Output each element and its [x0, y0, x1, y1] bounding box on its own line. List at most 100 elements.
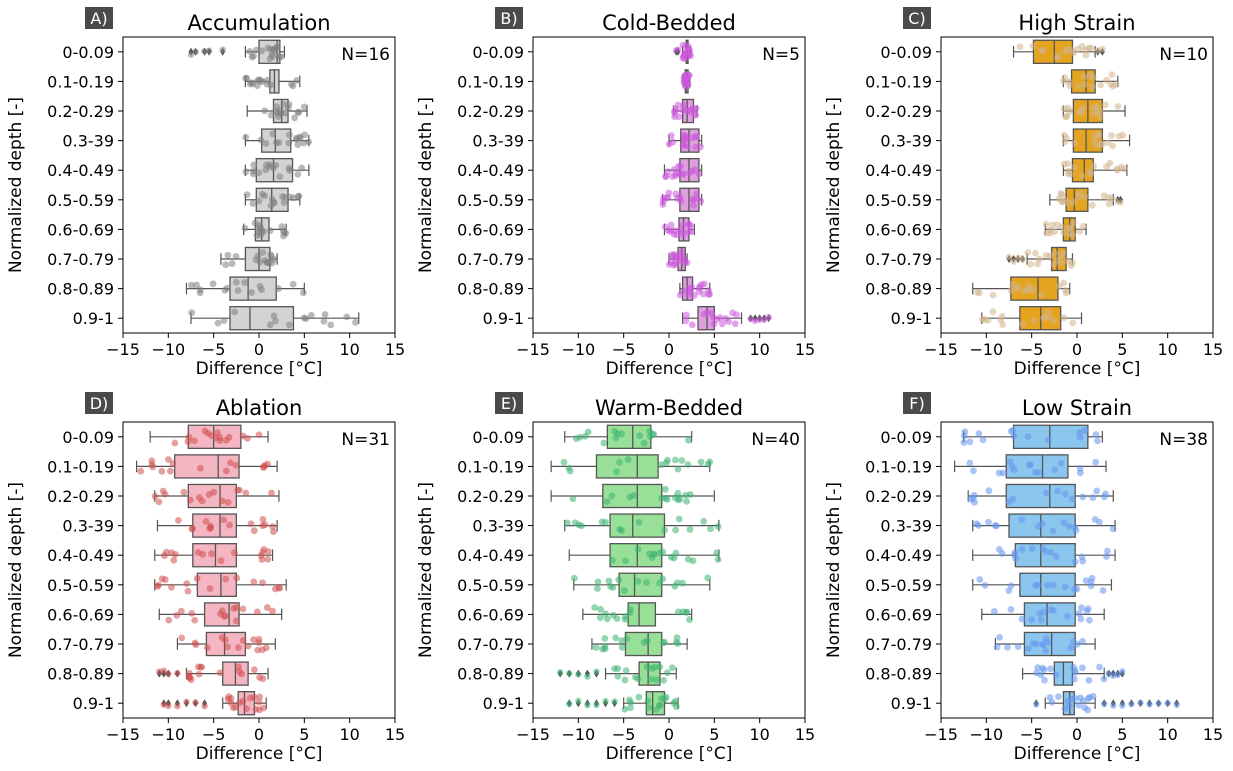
data-point [239, 605, 247, 613]
data-point [704, 574, 712, 582]
box-0.5-0.59 [659, 187, 705, 212]
data-point [996, 633, 1003, 641]
data-point [256, 258, 264, 266]
data-point [989, 291, 997, 299]
data-point [674, 489, 682, 497]
box-0.5-0.59 [570, 572, 712, 597]
box-0.7-0.79 [176, 631, 276, 657]
data-point [1051, 466, 1059, 474]
data-point [242, 489, 250, 497]
data-point [1061, 583, 1069, 591]
data-point [257, 552, 265, 559]
data-point [256, 282, 264, 290]
x-tick-label: 15 [1203, 340, 1223, 359]
panel-letter-badge [85, 392, 113, 414]
data-point [675, 113, 683, 121]
x-tick-label: −10 [151, 340, 185, 359]
data-point [1060, 314, 1068, 322]
data-point [191, 616, 199, 624]
data-point [613, 615, 621, 623]
data-point [210, 488, 218, 496]
data-point [1081, 426, 1089, 434]
data-point [154, 582, 161, 590]
data-point [1049, 581, 1057, 589]
data-point [593, 585, 601, 592]
data-point [259, 675, 267, 683]
data-point [998, 550, 1006, 557]
data-point [684, 461, 692, 468]
box-0.1-0.19 [953, 454, 1107, 479]
data-point [635, 693, 643, 701]
data-point [320, 317, 328, 325]
data-point [1050, 317, 1058, 324]
data-point [247, 520, 255, 528]
data-point [602, 610, 609, 618]
data-point [662, 172, 670, 180]
data-point [1042, 220, 1050, 228]
data-point [1065, 522, 1073, 530]
data-point [565, 464, 573, 472]
data-point [193, 575, 201, 582]
data-point [1103, 553, 1110, 560]
box-0.9-1 [979, 306, 1083, 331]
data-point [1086, 168, 1094, 176]
data-point [233, 574, 241, 582]
y-tick-label: 0.4-0.49 [865, 546, 932, 565]
data-point [1046, 226, 1054, 234]
data-point [1089, 692, 1097, 700]
x-tick-label: 0 [254, 340, 264, 359]
x-tick-label: −15 [924, 725, 958, 744]
data-point [1061, 490, 1069, 498]
data-point [614, 672, 622, 680]
data-point [273, 103, 281, 111]
data-point [1081, 80, 1089, 88]
box-0.8-0.89 [156, 661, 269, 686]
data-point [700, 517, 708, 525]
data-point [187, 51, 195, 58]
x-tick-label: −10 [561, 725, 595, 744]
data-point [1101, 101, 1109, 109]
y-axis-label: Normalized depth [-] [6, 482, 26, 658]
data-point [1075, 610, 1083, 617]
data-point [266, 161, 274, 169]
data-point [279, 193, 286, 201]
data-point [1034, 260, 1041, 268]
x-axis-label: Difference [°C] [196, 744, 323, 764]
data-point [688, 228, 695, 236]
y-tick-label: 0.2-0.29 [865, 487, 932, 506]
data-point [1027, 260, 1034, 268]
x-tick-label: −5 [1020, 725, 1044, 744]
data-point [248, 289, 255, 296]
data-point [183, 580, 191, 588]
data-point [155, 498, 163, 506]
data-point [259, 522, 267, 530]
y-tick-label: 0.2-0.29 [47, 102, 114, 121]
data-point [1037, 616, 1045, 624]
data-point [1085, 676, 1093, 684]
data-point [1031, 468, 1039, 476]
panel-letter: F) [909, 394, 924, 413]
x-tick-label: 10 [749, 725, 769, 744]
data-point [250, 578, 258, 586]
data-point [1009, 427, 1016, 434]
data-point [1071, 139, 1079, 147]
y-tick-label: 0.7-0.79 [457, 250, 524, 269]
data-point [148, 457, 156, 465]
data-point [267, 251, 275, 259]
data-point [569, 495, 577, 503]
panel-cold-bedded: Cold-Bedded B) N=5 0-0.09 0.1-0.19 0.2-0.29 0.… [416, 7, 815, 379]
data-point [272, 139, 280, 147]
data-point [270, 312, 278, 320]
data-point [975, 522, 982, 529]
data-point [1074, 82, 1082, 90]
data-point [670, 166, 678, 173]
data-point [259, 704, 267, 712]
data-point [249, 170, 257, 178]
data-point [1039, 545, 1047, 552]
data-point [659, 548, 667, 556]
data-point [626, 609, 634, 617]
data-point [648, 664, 656, 672]
data-point [695, 170, 703, 178]
y-tick-label: 0.6-0.69 [865, 605, 932, 624]
data-point [221, 613, 228, 620]
